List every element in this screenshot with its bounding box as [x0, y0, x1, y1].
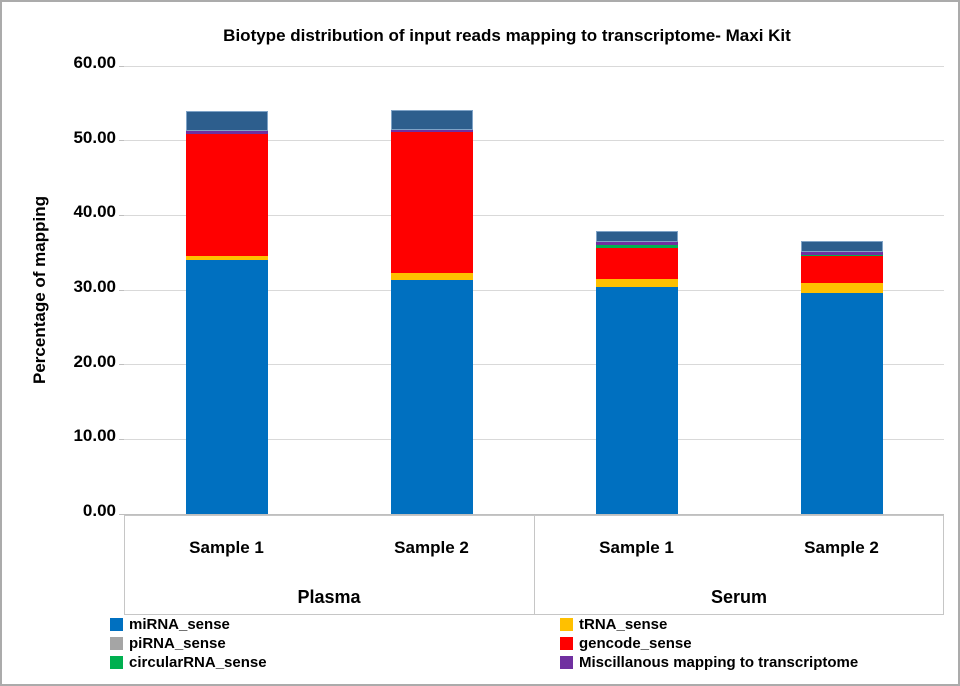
- legend-swatch: [560, 637, 573, 650]
- bar-segment-miscillanous-mapping-to-transcriptome: [390, 130, 473, 133]
- y-tick-label: 0.00: [82, 501, 116, 520]
- legend-item: Miscillanous mapping to transcriptome: [560, 654, 958, 671]
- y-tick-label: 40.00: [73, 202, 116, 222]
- bar-segment-trna-sense: [185, 256, 268, 261]
- legend-item: miRNA_sense: [110, 616, 530, 633]
- y-tick-label: 60.00: [73, 53, 116, 72]
- y-axis-tick: [119, 140, 124, 142]
- gridline: [124, 214, 944, 216]
- bar-segment-gencode-sense: [800, 255, 883, 284]
- legend-swatch: [560, 656, 573, 669]
- y-axis-tick: [119, 438, 124, 440]
- gridline: [124, 364, 944, 366]
- legend-swatch: [110, 637, 123, 650]
- bar-segment-trna-sense: [595, 278, 678, 287]
- x-group-label: Serum: [710, 587, 768, 607]
- bar-segment-gencode-sense: [595, 248, 678, 279]
- bar-segment-unlabeled-top-segment: [800, 240, 883, 252]
- x-group-label: Plasma: [297, 587, 361, 607]
- bar-segment-miscillanous-mapping-to-transcriptome: [185, 130, 268, 134]
- bar-segment-unlabeled-top-segment: [185, 110, 268, 131]
- bar-segment-circularrna-sense: [595, 245, 678, 249]
- y-axis-tick: [119, 364, 124, 366]
- bar-segment-trna-sense: [390, 272, 473, 280]
- x-sample-label: Sample 2: [804, 538, 879, 557]
- gridline: [124, 438, 944, 440]
- y-axis-tick: [119, 513, 124, 515]
- bar-segment-circularrna-sense: [800, 254, 883, 256]
- bar-segment-trna-sense: [800, 283, 883, 293]
- legend-label: gencode_sense: [579, 635, 692, 652]
- legend-label: piRNA_sense: [129, 635, 226, 652]
- legend-label: Miscillanous mapping to transcriptome: [579, 654, 859, 671]
- bar-segment-miscillanous-mapping-to-transcriptome: [595, 242, 678, 246]
- bar-segment-gencode-sense: [185, 133, 268, 257]
- legend-swatch: [560, 618, 573, 631]
- legend-item: gencode_sense: [560, 635, 958, 652]
- y-tick-label: 20.00: [73, 351, 116, 371]
- legend-item: piRNA_sense: [110, 635, 530, 652]
- gridline: [124, 65, 944, 67]
- x-axis-line: [124, 514, 944, 515]
- x-sample-label: Sample 1: [599, 538, 674, 557]
- bar-segment-mirna-sense: [185, 260, 268, 514]
- bar-segment-miscillanous-mapping-to-transcriptome: [800, 251, 883, 255]
- legend-item: circularRNA_sense: [110, 654, 530, 671]
- legend-item: tRNA_sense: [560, 616, 958, 633]
- x-sample-label: Sample 2: [394, 538, 469, 557]
- y-axis-tick: [119, 65, 124, 67]
- y-tick-label: 50.00: [73, 127, 116, 147]
- bar-segment-unlabeled-top-segment: [390, 110, 473, 131]
- category-group-divider: [534, 515, 535, 615]
- bar-segment-mirna-sense: [390, 279, 473, 514]
- legend-label: tRNA_sense: [579, 616, 668, 633]
- bar-segment-unlabeled-top-segment: [595, 231, 678, 243]
- legend-swatch: [110, 656, 123, 669]
- y-axis-tick: [119, 214, 124, 216]
- bar-segment-mirna-sense: [595, 287, 678, 514]
- chart-title: Biotype distribution of input reads mapp…: [223, 26, 791, 45]
- legend-label: circularRNA_sense: [129, 654, 267, 671]
- gridline: [124, 289, 944, 291]
- x-sample-label: Sample 1: [189, 538, 264, 557]
- y-axis-tick: [119, 289, 124, 291]
- gridline: [124, 140, 944, 142]
- y-tick-label: 30.00: [73, 277, 116, 296]
- bar-segment-mirna-sense: [800, 292, 883, 514]
- bar-segment-gencode-sense: [390, 132, 473, 273]
- y-tick-label: 10.00: [73, 426, 116, 446]
- legend-label: miRNA_sense: [129, 616, 230, 633]
- legend-swatch: [110, 618, 123, 631]
